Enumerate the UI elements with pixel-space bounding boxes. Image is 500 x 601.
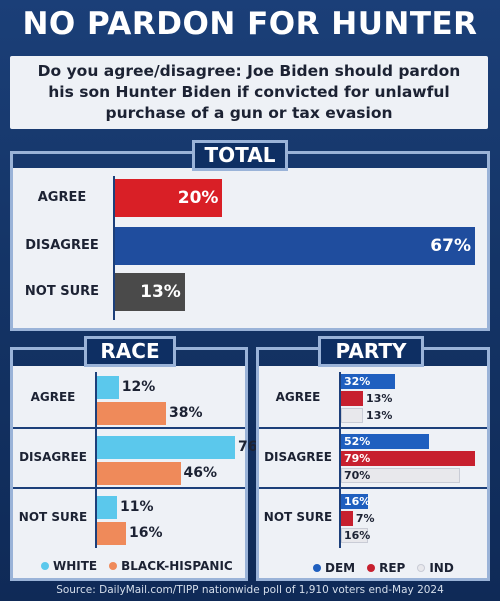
race-title: RACE — [84, 336, 176, 367]
party-title: PARTY — [318, 336, 424, 367]
party-bar-rep-disagree — [341, 451, 475, 466]
race-axis-line — [95, 372, 97, 548]
party-legend-item-dem: DEM — [313, 561, 355, 575]
party-legend-swatch-ind — [417, 564, 426, 572]
party-panel-body: AGREE 32% 13% 13% DISAGREE 52% 79% 70% NOT SURE 1… — [259, 366, 487, 578]
party-bar-dem-disagree — [341, 434, 430, 449]
total-bar-agree — [115, 179, 223, 217]
party-label-not-sure: NOT SURE — [263, 510, 333, 524]
race-label-agree: AGREE — [30, 390, 76, 404]
party-chart: AGREE 32% 13% 13% DISAGREE 52% 79% 70% NOT SURE 1… — [259, 366, 487, 578]
party-axis-line — [339, 372, 341, 548]
race-legend-item-black-hispanic: BLACK-HISPANIC — [109, 559, 233, 573]
total-label-agree: AGREE — [37, 190, 87, 205]
party-legend-item-ind: IND — [417, 561, 454, 575]
total-title: TOTAL — [192, 140, 288, 171]
race-chart: AGREE 12% 38% DISAGREE 76% 46% NOT SURE 11% 16% W… — [13, 366, 272, 578]
party-value-dem-not-sure: 16% — [344, 495, 371, 508]
question-text: Do you agree/disagree: Joe Biden should … — [37, 62, 461, 122]
race-legend-label-white: WHITE — [53, 559, 98, 573]
party-value-dem-disagree: 52% — [344, 435, 371, 448]
race-value-black-hispanic-agree: 38% — [169, 405, 203, 421]
total-value-agree: 20% — [177, 188, 219, 208]
race-separator — [13, 487, 245, 489]
party-bar-dem-agree — [341, 374, 396, 389]
party-label-agree: AGREE — [275, 390, 321, 404]
party-label-disagree: DISAGREE — [264, 450, 332, 464]
race-legend-label-black-hispanic: BLACK-HISPANIC — [121, 559, 233, 573]
race-value-black-hispanic-not-sure: 16% — [129, 525, 163, 541]
total-bar-not-sure — [115, 273, 185, 311]
party-legend: DEM REP IND — [313, 561, 460, 575]
race-bar-white-disagree — [97, 436, 235, 459]
source-note: Source: DailyMail.com/TIPP nationwide po… — [56, 584, 444, 596]
race-value-white-not-sure: 11% — [119, 499, 154, 515]
party-legend-label-ind: IND — [429, 561, 454, 575]
total-label-not-sure: NOT SURE — [24, 284, 100, 299]
party-bar-ind-not-sure — [341, 528, 369, 543]
party-legend-item-rep: REP — [367, 561, 405, 575]
question-box: Do you agree/disagree: Joe Biden should … — [10, 56, 488, 129]
total-bar-disagree — [115, 227, 475, 265]
race-bar-black-hispanic-not-sure — [97, 522, 127, 545]
race-bar-black-hispanic-agree — [97, 402, 166, 425]
race-bar-white-not-sure — [97, 496, 117, 519]
party-legend-label-rep: REP — [379, 561, 406, 575]
total-label-disagree: DISAGREE — [25, 238, 99, 253]
party-separator — [259, 487, 487, 489]
total-value-disagree: 67% — [430, 236, 471, 256]
party-value-ind-agree: 13% — [366, 409, 393, 422]
race-value-white-agree: 12% — [121, 379, 156, 395]
party-bar-rep-agree — [341, 391, 364, 406]
race-label-not-sure: NOT SURE — [18, 510, 88, 524]
race-value-black-hispanic-disagree: 46% — [183, 465, 218, 481]
total-axis-line — [113, 176, 115, 320]
party-bar-ind-disagree — [341, 468, 460, 483]
party-value-dem-agree: 32% — [344, 375, 371, 388]
race-panel-body: AGREE 12% 38% DISAGREE 76% 46% NOT SURE 11% 16% W… — [13, 366, 272, 578]
party-bar-ind-agree — [341, 408, 364, 423]
total-panel-body: AGREE 20% DISAGREE 67% NOT SURE 13% — [13, 168, 487, 328]
race-legend-swatch-black-hispanic — [109, 562, 118, 570]
party-legend-label-dem: DEM — [325, 561, 356, 575]
party-legend-swatch-rep — [367, 564, 376, 572]
party-value-ind-disagree: 70% — [344, 469, 371, 482]
party-value-rep-disagree: 79% — [344, 452, 371, 465]
party-bar-dem-not-sure — [341, 494, 369, 509]
race-bar-black-hispanic-disagree — [97, 462, 181, 485]
race-legend: WHITE BLACK-HISPANIC — [41, 559, 239, 573]
race-bar-white-agree — [97, 376, 119, 399]
party-value-rep-not-sure: 7% — [355, 512, 375, 525]
race-legend-swatch-white — [41, 562, 49, 570]
total-value-not-sure: 13% — [140, 282, 181, 302]
party-separator — [259, 427, 487, 429]
party-value-ind-not-sure: 16% — [344, 529, 371, 542]
race-legend-item-white: WHITE — [41, 559, 97, 573]
race-label-disagree: DISAGREE — [19, 450, 87, 464]
party-bar-rep-not-sure — [341, 511, 353, 526]
party-legend-swatch-dem — [313, 564, 321, 572]
party-value-rep-agree: 13% — [366, 392, 393, 405]
headline: NO PARDON FOR HUNTER — [22, 6, 478, 42]
race-separator — [13, 427, 245, 429]
total-chart: AGREE 20% DISAGREE 67% NOT SURE 13% — [13, 168, 487, 328]
